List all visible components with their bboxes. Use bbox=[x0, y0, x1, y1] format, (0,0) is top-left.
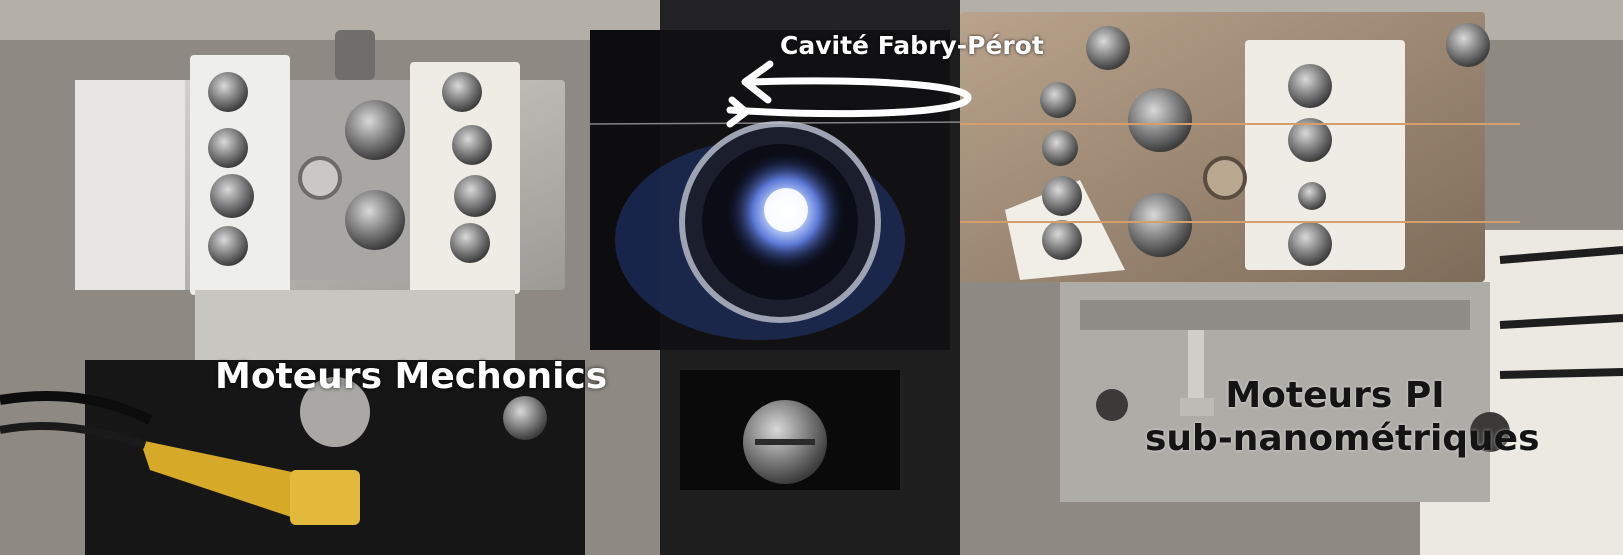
fabry-perot-cavity bbox=[589, 0, 981, 555]
cavity-label: Cavité Fabry-Pérot bbox=[780, 31, 1044, 60]
pi-motors-label-line1: Moteurs PI bbox=[1225, 375, 1445, 416]
mechonics-stage bbox=[75, 30, 565, 295]
curved-left-arrow-icon bbox=[726, 60, 972, 128]
pi-motor-stage bbox=[960, 12, 1623, 502]
mechonics-label: Moteurs Mechonics bbox=[215, 356, 608, 397]
mechonics-motor bbox=[0, 290, 585, 555]
pi-motors-label: Moteurs PI sub-nanométriques bbox=[1145, 374, 1540, 460]
pi-motors-label-line2: sub-nanométriques bbox=[1145, 418, 1540, 459]
